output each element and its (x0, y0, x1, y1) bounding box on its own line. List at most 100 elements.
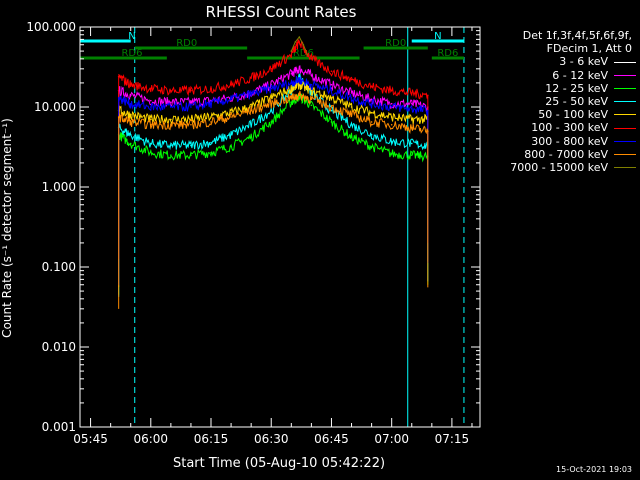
data-point-3-10 (298, 75, 301, 78)
data-point-4-4 (190, 118, 192, 121)
data-point-7-14 (370, 121, 373, 123)
legend-header-line-2: FDecim 1, Att 0 (546, 42, 632, 56)
data-point-5-11 (310, 58, 313, 60)
annotation-label-1: N (434, 31, 441, 42)
data-point-0-14 (370, 130, 373, 132)
data-point-6-16 (410, 107, 413, 110)
series-layer (117, 36, 429, 309)
data-point-6-8 (270, 87, 273, 90)
data-point-5-15 (390, 89, 393, 92)
legend-label: 7000 - 15000 keV (510, 161, 608, 175)
data-point-6-9 (290, 82, 293, 84)
y-tick-label-0: 0.001 (42, 420, 76, 434)
data-point-3-16 (410, 142, 413, 145)
data-point-6-2 (149, 106, 152, 108)
legend-entry: 50 - 100 keV (478, 108, 636, 121)
data-point-2-8 (270, 121, 273, 123)
legend-swatch (614, 87, 636, 89)
annotation-label-6: RD6 (437, 48, 458, 59)
legend-swatch (614, 140, 636, 142)
data-point-2-4 (190, 154, 192, 156)
footer-timestamp: 15-Oct-2021 19:03 (556, 465, 632, 474)
y-tick-label-5: 100.000 (26, 20, 76, 34)
data-point-1-9 (290, 73, 293, 75)
data-point-2-16 (410, 154, 413, 156)
legend-label: 100 - 300 keV (531, 121, 608, 135)
data-point-3-5 (210, 141, 212, 144)
data-point-7-8 (270, 102, 273, 105)
data-point-6-6 (230, 98, 232, 101)
data-point-7-11 (310, 98, 313, 101)
series-line-4 (118, 80, 429, 126)
legend-swatch (614, 101, 636, 103)
legend-entry: 800 - 7000 keV (478, 148, 636, 161)
legend-label: 25 - 50 keV (545, 95, 608, 109)
data-point-7-1 (129, 121, 132, 123)
data-point-4-2 (149, 118, 152, 121)
legend-swatch (614, 74, 636, 76)
data-point-7-6 (230, 116, 232, 118)
legend-entries: 3 - 6 keV 6 - 12 keV 12 - 25 keV 25 - 50 ke… (478, 55, 636, 174)
data-point-7-5 (210, 121, 212, 123)
data-point-4-3 (170, 118, 172, 121)
data-point-4-16 (410, 118, 413, 121)
legend-label: 800 - 7000 keV (524, 147, 608, 161)
data-point-3-8 (270, 109, 273, 112)
data-point-5-7 (250, 77, 252, 79)
data-point-7-10 (298, 94, 301, 97)
data-point-5-9 (290, 53, 293, 56)
data-point-2-14 (370, 145, 373, 148)
legend-header-line-1: Det 1f,3f,4f,5f,6f,9f, (522, 29, 632, 42)
data-point-2-2 (149, 151, 152, 154)
data-point-5-3 (170, 89, 172, 92)
data-point-7-7 (250, 109, 252, 112)
x-tick-label-5: 07:00 (374, 432, 409, 446)
legend-swatch (614, 127, 636, 129)
data-point-2-9 (290, 101, 293, 103)
data-point-0-4 (190, 126, 192, 129)
data-point-2-7 (250, 136, 252, 138)
data-point-7-16 (410, 126, 413, 129)
data-point-0-6 (230, 126, 232, 129)
data-point-5-14 (370, 85, 373, 88)
x-tick-label-4: 06:45 (314, 432, 349, 446)
data-point-3-3 (170, 144, 172, 147)
legend-entry: 3 - 6 keV (478, 55, 636, 68)
legend-swatch (614, 167, 636, 169)
data-point-5-4 (190, 89, 192, 92)
legend-label: 3 - 6 keV (559, 55, 608, 69)
data-point-1-13 (350, 92, 353, 94)
legend-label: 6 - 12 keV (552, 68, 608, 82)
legend-label: 12 - 25 keV (545, 81, 608, 95)
legend-label: 300 - 800 keV (531, 134, 608, 148)
data-point-1-12 (330, 83, 333, 86)
legend-entry: 6 - 12 keV (478, 69, 636, 82)
data-point-2-3 (170, 154, 172, 156)
data-point-6-4 (190, 106, 192, 108)
data-point-6-13 (350, 97, 353, 99)
data-point-2-11 (310, 104, 313, 107)
y-tick-label-4: 10.000 (34, 100, 76, 114)
data-point-2-6 (230, 145, 232, 148)
data-point-4-9 (290, 87, 293, 90)
data-point-1-11 (310, 74, 313, 76)
data-point-3-2 (149, 142, 152, 145)
data-point-6-10 (298, 78, 301, 81)
data-point-7-2 (149, 123, 152, 126)
data-point-1-1 (129, 94, 132, 97)
annotation-label-2: RD0 (176, 38, 197, 49)
legend-entry: 25 - 50 keV (478, 95, 636, 108)
series-line-7 (118, 90, 429, 135)
data-point-2-10 (298, 95, 301, 98)
data-point-1-4 (190, 101, 192, 103)
data-point-5-13 (350, 78, 353, 81)
data-point-4-12 (330, 97, 333, 99)
data-point-5-12 (330, 70, 333, 73)
data-point-1-14 (370, 98, 373, 101)
series-line-2 (118, 92, 429, 163)
data-point-1-3 (170, 101, 172, 103)
x-axis-label: Start Time (05-Aug-10 05:42:22) (173, 456, 385, 471)
data-point-6-7 (250, 93, 252, 95)
data-point-3-14 (370, 133, 373, 136)
